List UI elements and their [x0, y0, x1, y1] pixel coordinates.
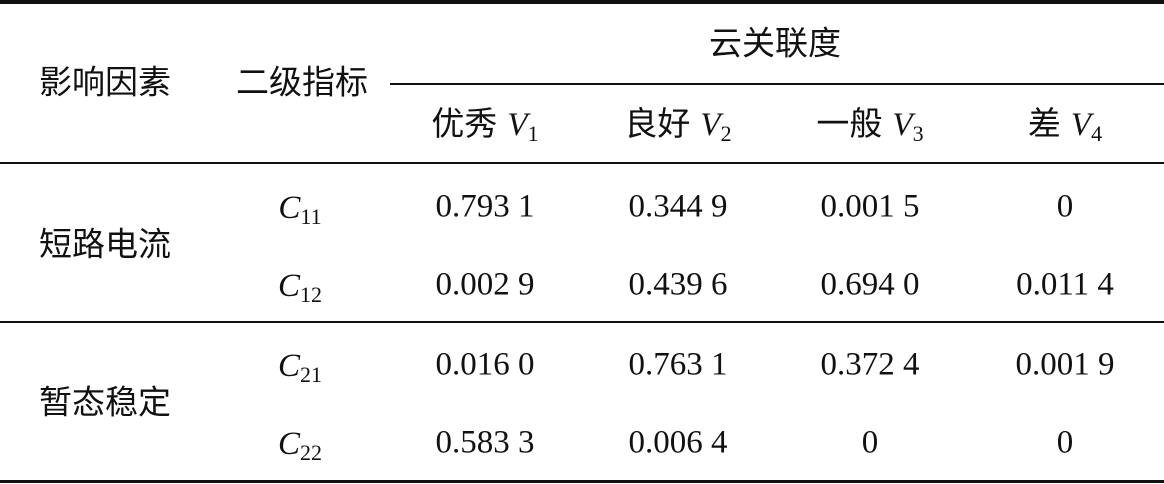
- subscript: 4: [1091, 121, 1103, 146]
- subscript: 11: [300, 204, 322, 229]
- header-text: 差: [1027, 107, 1061, 143]
- header-text: 良好: [624, 107, 691, 143]
- header-text: 云关联度: [709, 26, 841, 63]
- value-cell: 0: [1056, 188, 1074, 225]
- factor-cell: 短路电流: [39, 227, 171, 264]
- variable: V: [507, 107, 528, 143]
- group-separator: [0, 321, 1164, 323]
- value-text: 0.011 4: [1016, 266, 1114, 303]
- group-rule: [390, 83, 1164, 85]
- value-cell: 0.372 4: [820, 346, 920, 383]
- variable: V: [892, 107, 913, 143]
- value-cell: 0.583 3: [435, 424, 535, 461]
- variable: V: [700, 107, 721, 143]
- header-text: 优秀: [431, 107, 498, 143]
- value-text: 0.439 6: [628, 266, 728, 303]
- value-text: 0.016 0: [435, 346, 535, 383]
- value-text: 0.002 9: [435, 266, 535, 303]
- indicator-cell: C22: [278, 428, 322, 464]
- variable: C: [277, 348, 301, 384]
- subscript: 3: [912, 121, 924, 146]
- value-cell: 0.001 9: [1015, 346, 1115, 383]
- value-text: 0.006 4: [628, 424, 728, 461]
- value-text: 0.344 9: [628, 188, 728, 225]
- indicator-cell: C12: [278, 270, 322, 306]
- bottom-rule: [0, 480, 1164, 483]
- value-cell: 0.011 4: [1016, 266, 1114, 303]
- subscript: 12: [300, 282, 323, 307]
- value-text: 0.793 1: [435, 188, 535, 225]
- subscript: 2: [720, 121, 732, 146]
- value-text: 0: [861, 424, 879, 461]
- variable: C: [277, 268, 301, 304]
- value-text: 0.372 4: [820, 346, 920, 383]
- factor-cell: 暂态稳定: [39, 385, 171, 422]
- value-text: 0.763 1: [628, 346, 728, 383]
- value-cell: 0.763 1: [628, 346, 728, 383]
- value-cell: 0: [861, 424, 879, 461]
- subscript: 21: [300, 362, 323, 387]
- variable: C: [278, 190, 301, 226]
- header-cell: 优秀 V1: [431, 109, 538, 145]
- factor-text: 短路电流: [39, 227, 171, 264]
- value-text: 0.001 9: [1015, 346, 1115, 383]
- value-text: 0: [1056, 424, 1074, 461]
- subscript: 1: [527, 121, 539, 146]
- variable: V: [1070, 107, 1092, 143]
- value-text: 0.694 0: [820, 266, 920, 303]
- indicator-cell: C21: [278, 350, 322, 386]
- factor-text: 暂态稳定: [39, 385, 171, 422]
- value-text: 0.001 5: [820, 188, 920, 225]
- indicator-cell: C11: [278, 192, 321, 228]
- value-cell: 0.439 6: [628, 266, 728, 303]
- value-cell: 0.002 9: [435, 266, 535, 303]
- subscript: 22: [300, 440, 323, 465]
- value-cell: 0.793 1: [435, 188, 535, 225]
- header-cell: 影响因素: [39, 65, 171, 102]
- header-rule: [0, 162, 1164, 164]
- header-text: 影响因素: [39, 65, 171, 102]
- value-cell: 0.001 5: [820, 188, 920, 225]
- value-cell: 0.016 0: [435, 346, 535, 383]
- top-rule: [0, 0, 1164, 4]
- header-text: 二级指标: [236, 65, 368, 102]
- header-cell: 差 V4: [1028, 109, 1102, 145]
- header-cell: 云关联度: [709, 26, 841, 63]
- header-cell: 一般 V3: [816, 109, 923, 145]
- header-text: 一般: [816, 107, 883, 143]
- value-cell: 0.344 9: [628, 188, 728, 225]
- value-text: 0.583 3: [435, 424, 535, 461]
- header-cell: 良好 V2: [624, 109, 731, 145]
- value-cell: 0.694 0: [820, 266, 920, 303]
- header-cell: 二级指标: [236, 65, 368, 102]
- value-cell: 0.006 4: [628, 424, 728, 461]
- variable: C: [277, 426, 301, 462]
- value-text: 0: [1056, 188, 1074, 225]
- value-cell: 0: [1056, 424, 1074, 461]
